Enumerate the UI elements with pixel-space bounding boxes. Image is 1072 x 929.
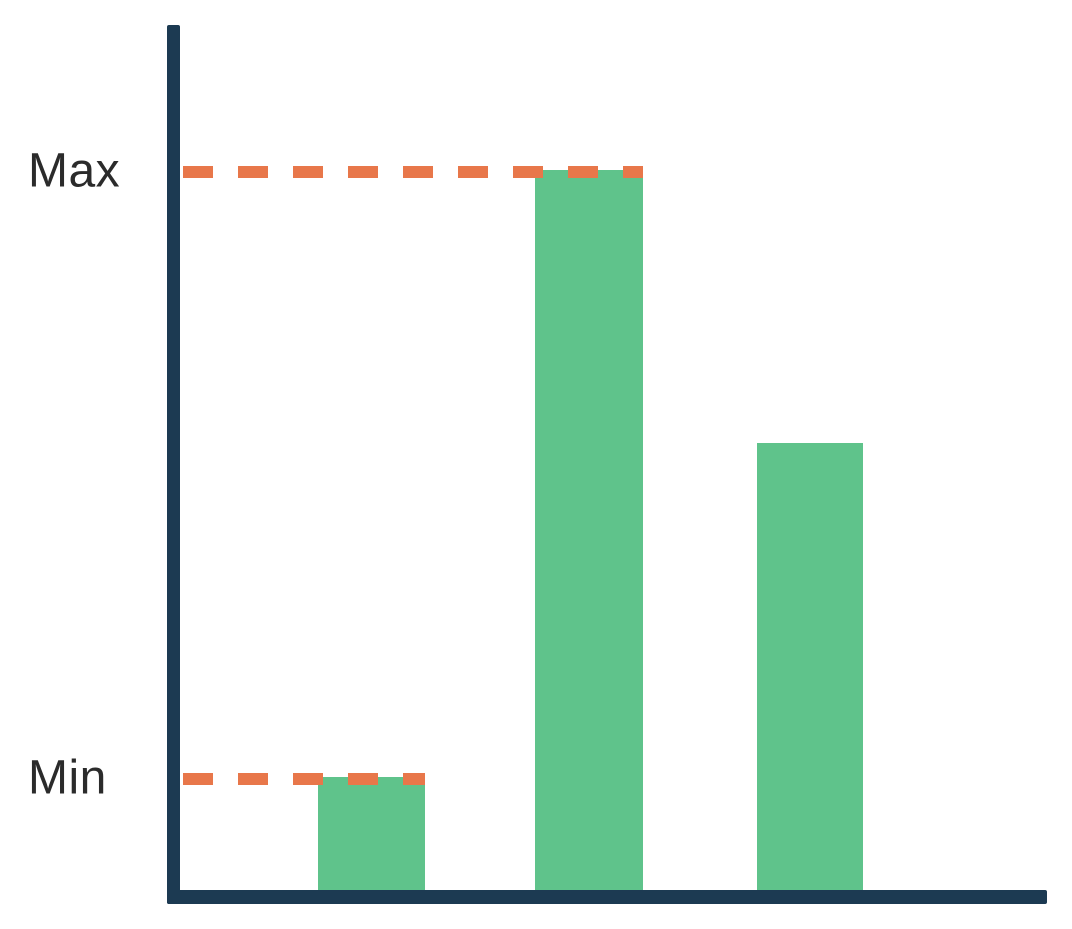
max-label: Max: [28, 144, 121, 198]
min-reference-line: [183, 773, 425, 785]
bar-2: [535, 170, 643, 890]
bar-3: [757, 443, 863, 890]
x-axis: [167, 890, 1047, 904]
min-label: Min: [28, 751, 107, 805]
y-axis: [167, 25, 180, 904]
bar-1: [318, 777, 425, 890]
max-reference-line: [183, 166, 643, 178]
